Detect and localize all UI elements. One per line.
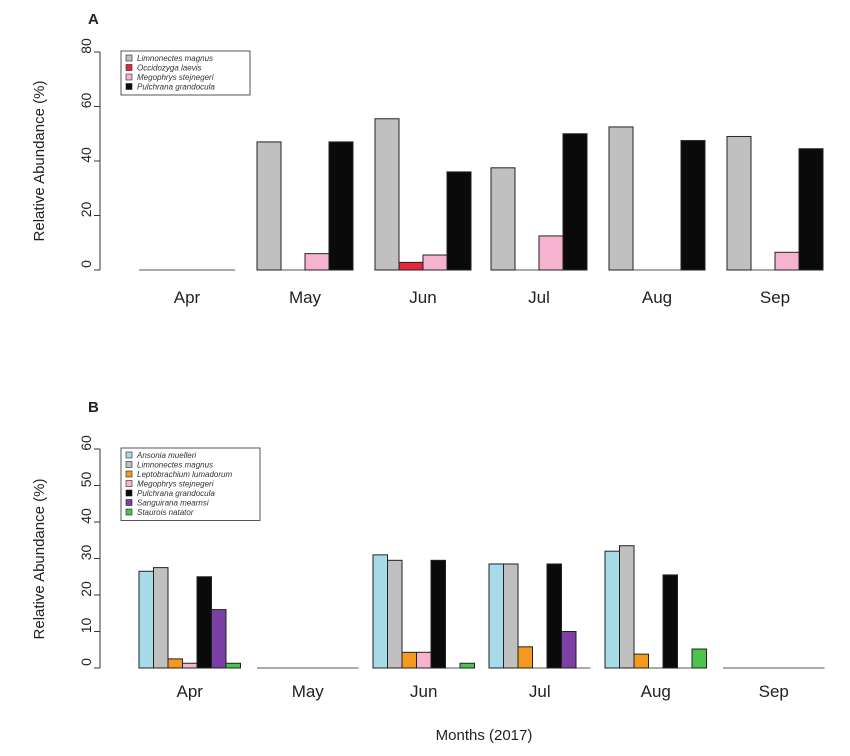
- bar: [225, 662, 241, 669]
- y-tick-label: 60: [78, 93, 94, 109]
- category-label: Sep: [759, 682, 789, 701]
- y-tick-label: 0: [78, 260, 94, 268]
- chart-panel-a: A 0 20 40 60 80 Relative Abundance (%) Apr May Ju…: [31, 11, 824, 307]
- bar: [459, 662, 475, 669]
- legend-swatch: [125, 461, 133, 468]
- legend-swatch: [125, 54, 133, 62]
- legend-box: [120, 447, 261, 521]
- bar: [538, 235, 564, 271]
- category-label: May: [292, 682, 325, 701]
- legend-label: Limnonectes magnus: [137, 461, 213, 470]
- legend-label: Ansonia muelleri: [136, 451, 196, 460]
- bar: [256, 141, 282, 271]
- bar: [401, 651, 417, 669]
- bar: [398, 261, 424, 271]
- bar: [304, 253, 330, 271]
- legend-label: Megophrys stejnegeri: [137, 73, 214, 82]
- y-tick-label: 20: [78, 581, 94, 597]
- bar: [372, 554, 388, 669]
- bar: [798, 148, 824, 271]
- y-axis-title: Relative Abundance (%): [31, 81, 48, 242]
- legend-label: Megophrys stejnegeri: [137, 480, 214, 489]
- bar: [211, 609, 227, 669]
- y-tick-label: 0: [78, 658, 94, 666]
- panel-letter: B: [88, 399, 99, 416]
- legend-swatch: [125, 470, 133, 478]
- y-tick-label: 30: [78, 545, 94, 561]
- category-label: May: [289, 288, 322, 307]
- bar: [490, 167, 516, 271]
- bar: [182, 662, 198, 669]
- category-label: Apr: [174, 288, 201, 307]
- category-label: Sep: [760, 288, 790, 307]
- y-tick-label: 50: [78, 472, 94, 488]
- bar: [662, 574, 678, 669]
- bar: [774, 251, 800, 271]
- bar: [328, 141, 354, 271]
- bar: [604, 550, 620, 669]
- legend-box: [120, 50, 251, 96]
- bar: [691, 648, 707, 669]
- legend-swatch: [125, 480, 133, 487]
- legend-label: Sanguirana mearnsi: [137, 499, 209, 508]
- category-label: Jul: [528, 288, 550, 307]
- bar: [546, 563, 562, 669]
- bar: [416, 651, 432, 669]
- panel-letter: A: [88, 11, 99, 28]
- legend-swatch: [125, 73, 133, 81]
- bar: [608, 126, 634, 271]
- bar: [430, 559, 446, 669]
- bar: [446, 171, 472, 271]
- bar: [488, 563, 504, 669]
- category-label: Jun: [410, 682, 437, 701]
- category-label: Jul: [529, 682, 551, 701]
- y-tick-label: 40: [78, 508, 94, 524]
- bar: [561, 631, 577, 669]
- y-tick-label: 80: [78, 38, 94, 54]
- bar: [633, 653, 649, 669]
- bar: [562, 133, 588, 271]
- legend-label: Pulchrana grandocula: [137, 489, 215, 498]
- legend-label: Pulchrana grandocula: [137, 83, 215, 92]
- bar: [619, 545, 635, 669]
- bar: [374, 118, 400, 271]
- legend-swatch: [125, 64, 133, 71]
- legend-swatch: [125, 508, 133, 516]
- bar: [153, 567, 169, 669]
- bar: [680, 140, 706, 271]
- legend-label: Occidozyga laevis: [137, 64, 201, 73]
- bar: [517, 646, 533, 669]
- y-tick-label: 40: [78, 147, 94, 163]
- bar: [726, 135, 752, 271]
- bar: [167, 658, 183, 669]
- legend-label: Staurois natator: [137, 508, 194, 517]
- legend-label: Leptobrachium lumadorum: [137, 470, 232, 479]
- y-axis-title: Relative Abundance (%): [31, 479, 48, 640]
- legend-swatch: [125, 451, 133, 459]
- y-tick-label: 20: [78, 202, 94, 218]
- bar: [196, 576, 212, 669]
- bar: [503, 563, 519, 669]
- category-label: Jun: [409, 288, 436, 307]
- bar: [422, 254, 448, 271]
- y-tick-label: 10: [78, 618, 94, 634]
- category-label: Aug: [642, 288, 672, 307]
- y-tick-label: 60: [78, 435, 94, 451]
- x-axis-title: Months (2017): [436, 727, 533, 744]
- chart-panel-b: B 0 10 20 30 40 50 60 Relative Abundance (%) Apr M…: [31, 399, 825, 701]
- category-label: Aug: [641, 682, 671, 701]
- legend-swatch: [125, 489, 133, 497]
- legend-label: Limnonectes magnus: [137, 54, 213, 63]
- legend-swatch: [125, 499, 133, 506]
- legend-swatch: [125, 83, 133, 90]
- category-label: Apr: [177, 682, 204, 701]
- bar: [138, 570, 154, 669]
- bar: [387, 559, 403, 669]
